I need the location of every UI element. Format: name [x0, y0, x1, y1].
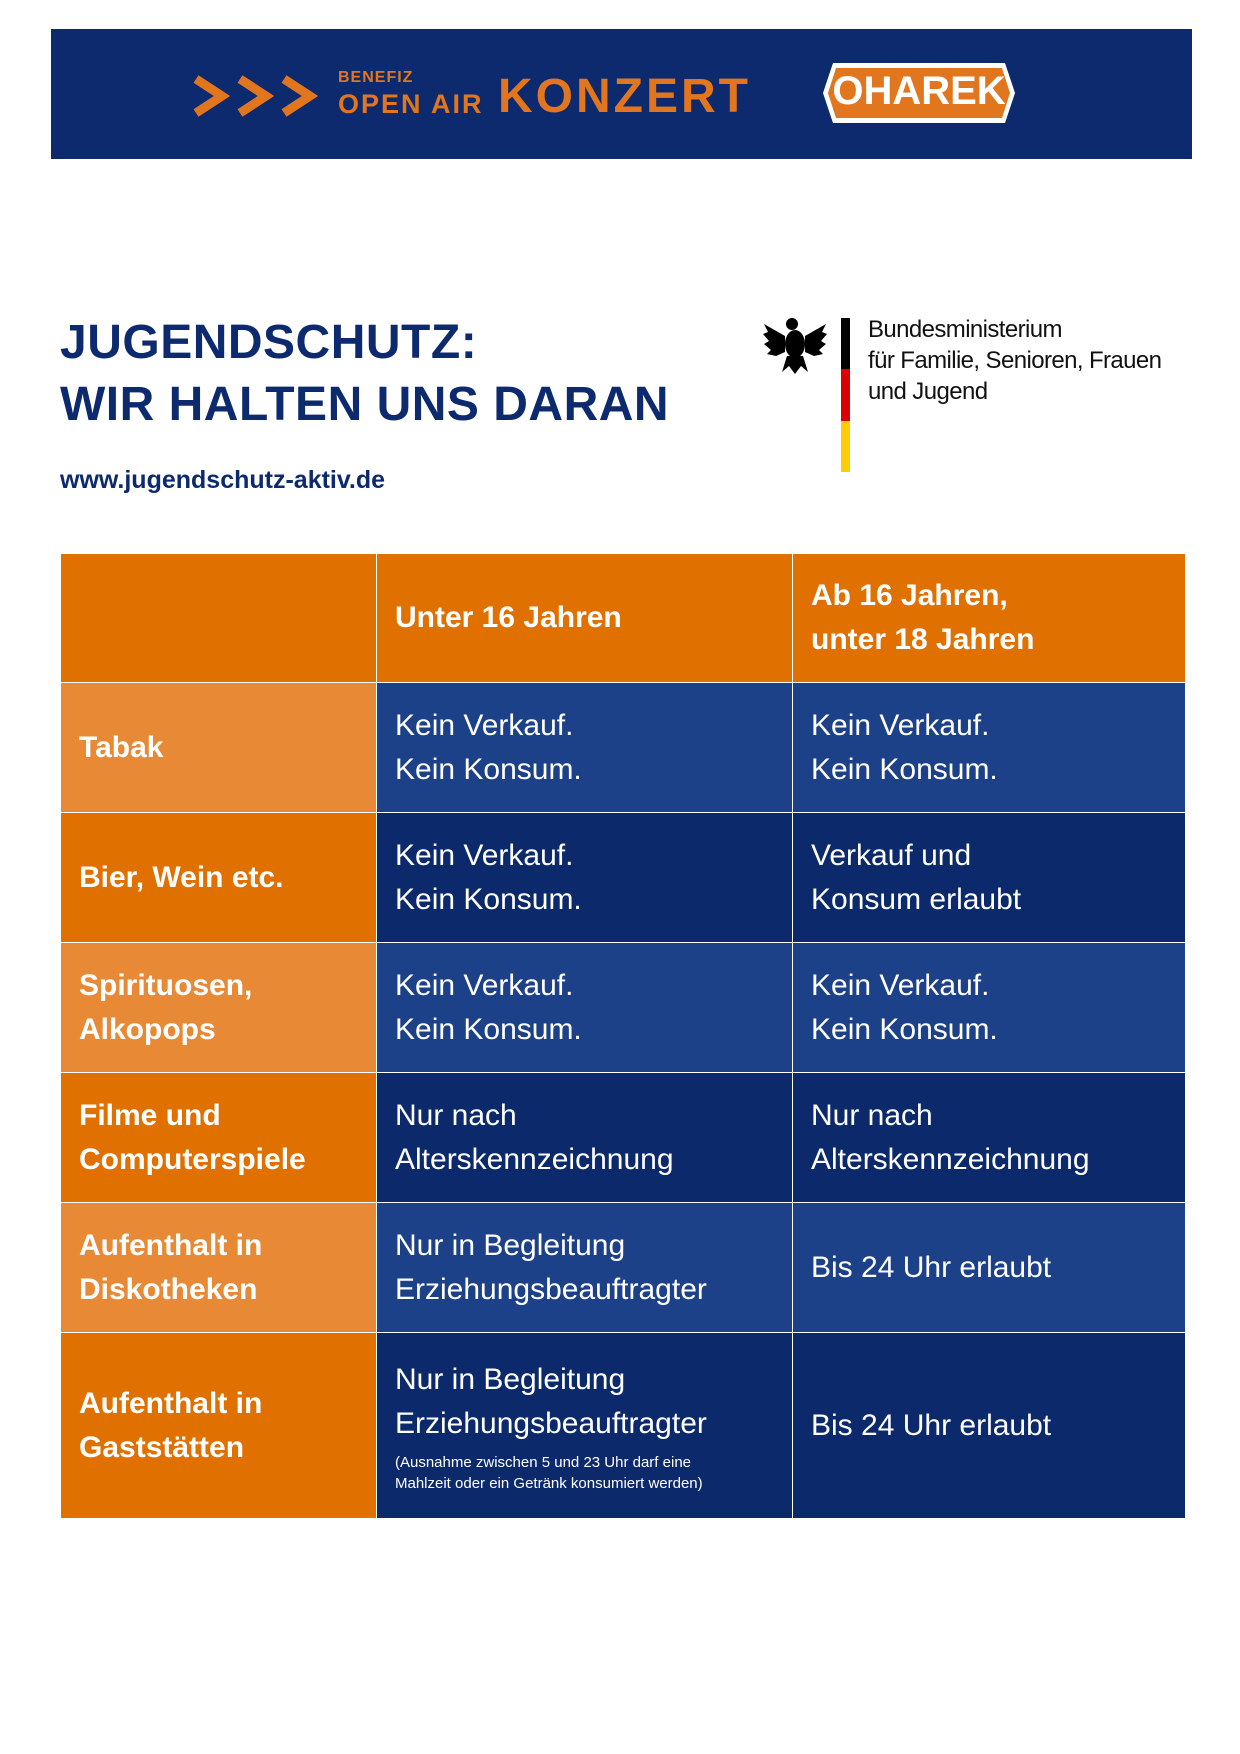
row-label: Aufenthalt in Gaststätten — [60, 1332, 377, 1519]
cell-line: Konsum erlaubt — [811, 882, 1022, 916]
header-row: Unter 16 Jahren Ab 16 Jahren, unter 18 Jah… — [60, 553, 1186, 683]
cell-line: Aufenthalt in — [79, 1228, 263, 1262]
table-row: Tabak Kein Verkauf. Kein Konsum. Kein Verka… — [60, 682, 1186, 813]
cell-line: Diskotheken — [79, 1272, 258, 1306]
cell-line: Ab 16 Jahren, — [811, 579, 1008, 612]
cell-line: Kein Verkauf. — [395, 838, 574, 872]
cell-line: Kein Konsum. — [811, 752, 998, 786]
table-row: Filme und Computerspiele Nur nach Altersken… — [60, 1072, 1186, 1203]
cell-line: Erziehungsbeauftragter — [395, 1406, 707, 1440]
cell-line: Kein Verkauf. — [811, 708, 990, 742]
note-line: Mahlzeit oder ein Getränk konsumiert wer… — [395, 1474, 703, 1492]
ministry-emblem — [763, 318, 850, 472]
row-label: Aufenthalt in Diskotheken — [60, 1202, 377, 1333]
cell-line: Kein Verkauf. — [395, 708, 574, 742]
cell-line: Gaststätten — [79, 1430, 245, 1464]
column-header: Ab 16 Jahren, unter 18 Jahren — [792, 553, 1186, 683]
header-cell — [60, 553, 377, 683]
table-row: Spirituosen, Alkopops Kein Verkauf. Kein Ko… — [60, 942, 1186, 1073]
cell-line: Tabak — [79, 730, 164, 764]
row-label: Spirituosen, Alkopops — [60, 942, 377, 1073]
cell-line: Bis 24 Uhr erlaubt — [811, 1408, 1052, 1442]
cell-line: Nur in Begleitung — [395, 1228, 626, 1262]
table-cell: Bis 24 Uhr erlaubt — [792, 1332, 1186, 1519]
cell-line: Kein Verkauf. — [395, 968, 574, 1002]
cell-line: Nur nach — [811, 1098, 933, 1132]
cell-line: Erziehungsbeauftragter — [395, 1272, 707, 1306]
logo-badge — [823, 63, 1015, 123]
cell-line: Aufenthalt in — [79, 1386, 263, 1420]
cell-line: Kein Verkauf. — [811, 968, 990, 1002]
cell-line: Bier, Wein etc. — [79, 860, 284, 894]
table-cell: Nur in Begleitung Erziehungsbeauftragter — [376, 1202, 793, 1333]
table-cell: Verkauf und Konsum erlaubt — [792, 812, 1186, 943]
row-label: Tabak — [60, 682, 377, 813]
konzert: KONZERT — [498, 70, 751, 123]
table-cell: Kein Verkauf. Kein Konsum. — [792, 682, 1186, 813]
table-cell: Bis 24 Uhr erlaubt — [792, 1202, 1186, 1333]
logo-text: OHAREK — [832, 69, 1006, 113]
table-row: Bier, Wein etc. Kein Verkauf. Kein Konsum.… — [60, 812, 1186, 943]
table-row: Aufenthalt in Gaststätten Nur in Begleitun… — [60, 1332, 1186, 1519]
chevrons — [193, 75, 319, 117]
rules-table: Unter 16 Jahren Ab 16 Jahren, unter 18 Jah… — [60, 553, 1186, 1519]
cell-line: Computerspiele — [79, 1142, 306, 1176]
cell-line: Alkopops — [79, 1012, 216, 1046]
title-line: WIR HALTEN UNS DARAN — [60, 378, 670, 431]
cell-line: Spirituosen, — [79, 968, 253, 1002]
ministry-line: Bundesministerium — [868, 316, 1062, 343]
cell-line: Kein Konsum. — [811, 1012, 998, 1046]
row-label: Filme und Computerspiele — [60, 1072, 377, 1203]
table-cell: Kein Verkauf. Kein Konsum. — [376, 942, 793, 1073]
table-cell: Kein Verkauf. Kein Konsum. — [376, 682, 793, 813]
cell-line: Kein Konsum. — [395, 752, 582, 786]
title-line: JUGENDSCHUTZ: — [60, 316, 478, 369]
table-cell: Nur nach Alterskennzeichnung — [376, 1072, 793, 1203]
open-air: OPEN AIR — [338, 89, 484, 119]
table-cell: Nur in Begleitung Erziehungsbeauftragter (… — [376, 1332, 793, 1519]
benefiz: BENEFIZ — [338, 69, 414, 86]
header-band: BENEFIZ OPEN AIR KONZERT OHAREK — [51, 29, 1192, 159]
ministry-name: Bundesministerium für Familie, Senioren,… — [868, 314, 1162, 407]
table-cell: Kein Verkauf. Kein Konsum. — [376, 812, 793, 943]
cell-note: (Ausnahme zwischen 5 und 23 Uhr darf ein… — [395, 1452, 792, 1494]
table-row: Aufenthalt in Diskotheken Nur in Begleitun… — [60, 1202, 1186, 1333]
cell-line: unter 18 Jahren — [811, 623, 1035, 656]
cell-line: Verkauf und — [811, 838, 972, 872]
table-cell: Nur nach Alterskennzeichnung — [792, 1072, 1186, 1203]
cell-line: Alterskennzeichnung — [811, 1142, 1090, 1176]
cell-line: Kein Konsum. — [395, 1012, 582, 1046]
cell-line: Nur nach — [395, 1098, 517, 1132]
cell-line: Alterskennzeichnung — [395, 1142, 674, 1176]
cell-line: Kein Konsum. — [395, 882, 582, 916]
cell-line: Filme und — [79, 1098, 221, 1132]
cell-line: Unter 16 Jahren — [395, 601, 622, 634]
table-cell: Kein Verkauf. Kein Konsum. — [792, 942, 1186, 1073]
row-label: Bier, Wein etc. — [60, 812, 377, 943]
url: www.jugendschutz-aktiv.de — [60, 466, 386, 494]
ministry-line: und Jugend — [868, 378, 988, 405]
title: JUGENDSCHUTZ: WIR HALTEN UNS DARAN — [60, 312, 669, 436]
ministry-line: für Familie, Senioren, Frauen — [868, 347, 1162, 374]
cell-line: Bis 24 Uhr erlaubt — [811, 1250, 1052, 1284]
column-header: Unter 16 Jahren — [376, 553, 793, 683]
cell-line: Nur in Begleitung — [395, 1362, 626, 1396]
note-line: (Ausnahme zwischen 5 und 23 Uhr darf ein… — [395, 1453, 692, 1471]
